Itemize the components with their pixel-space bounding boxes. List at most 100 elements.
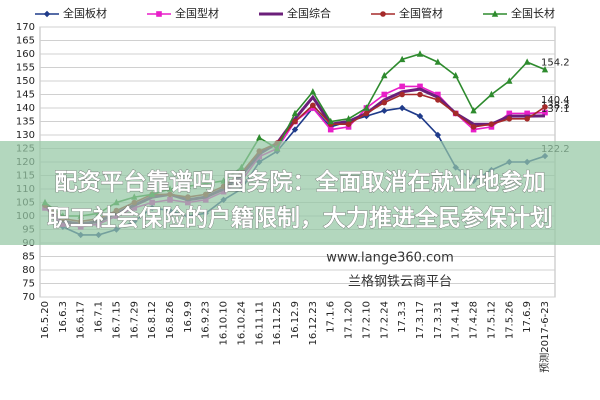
- data-point: [435, 91, 441, 98]
- x-tick-label: 16.7.29: [129, 301, 140, 339]
- data-point: [470, 107, 477, 114]
- y-tick-label: 155: [16, 63, 35, 74]
- end-label: 137.1: [541, 104, 570, 115]
- data-point: [434, 58, 442, 65]
- data-point: [43, 10, 51, 18]
- overlay-band: [0, 141, 600, 245]
- x-tick-label: 17.4.28: [469, 301, 480, 339]
- data-point: [291, 109, 299, 117]
- y-tick-label: 150: [16, 76, 35, 87]
- x-tick-label: 17.1.20: [344, 301, 355, 339]
- data-point: [381, 107, 388, 114]
- x-tick-label: 16.7.15: [111, 301, 122, 339]
- data-point: [523, 58, 531, 65]
- y-tick-label: 165: [16, 36, 35, 47]
- watermark: www.lange360.com: [326, 251, 454, 266]
- data-point: [524, 116, 530, 122]
- data-point: [506, 116, 513, 122]
- x-tick-label: 17.5.26: [504, 301, 515, 339]
- legend-label: 全国管材: [399, 6, 443, 20]
- data-point: [327, 126, 334, 133]
- legend-label: 全国型材: [175, 6, 219, 20]
- data-point: [399, 83, 405, 90]
- data-point: [417, 83, 423, 90]
- data-point: [380, 11, 386, 17]
- overlay-text: 配资平台靠谱吗 国务院：全面取消在就业地参加: [54, 169, 545, 196]
- end-label: 140.4: [541, 95, 570, 106]
- x-tick-label: 16.11.11: [254, 301, 265, 346]
- x-tick-label: 16.5.20: [40, 301, 51, 339]
- y-tick-label: 135: [16, 117, 35, 128]
- data-point: [506, 110, 513, 117]
- x-tick-label: 17.2.24: [379, 301, 390, 339]
- data-point: [399, 91, 405, 98]
- data-point: [541, 65, 549, 73]
- data-point: [542, 104, 548, 110]
- x-tick-label: 16.6.3: [58, 301, 69, 333]
- y-tick-label: 145: [16, 90, 35, 101]
- data-point: [345, 115, 352, 122]
- x-tick-label: 17.3.31: [433, 301, 444, 339]
- data-point: [491, 10, 499, 17]
- y-tick-label: 80: [22, 265, 35, 276]
- x-tick-label: 17.3.17: [415, 301, 426, 339]
- x-tick-label: 17.4.14: [451, 301, 462, 339]
- x-tick-label: 16.10.10: [219, 301, 230, 346]
- overlay-text: 职工社会保险的户籍限制，大力推进全民参保计划: [47, 205, 553, 232]
- data-point: [524, 110, 530, 117]
- x-tick-label: 16.10.24: [236, 301, 247, 346]
- data-point: [327, 117, 334, 125]
- data-point: [345, 121, 352, 127]
- legend-label: 全国长材: [511, 6, 555, 20]
- legend-label: 全国板材: [63, 6, 107, 20]
- data-point: [435, 97, 441, 103]
- data-point: [488, 90, 495, 98]
- x-tick-label: 16.12.23: [308, 301, 319, 346]
- data-point: [416, 112, 424, 120]
- data-point: [256, 134, 263, 141]
- x-tick-label: 17.2.10: [361, 301, 372, 339]
- data-point: [381, 99, 388, 106]
- end-label: 138.3: [541, 101, 570, 112]
- data-point: [292, 118, 298, 125]
- data-point: [542, 109, 548, 116]
- data-point: [506, 77, 513, 84]
- y-tick-label: 130: [16, 130, 35, 141]
- legend-label: 全国综合: [287, 6, 331, 20]
- data-point: [363, 110, 370, 117]
- x-tick-label: 预测2017-6-23: [538, 301, 551, 373]
- data-point: [416, 50, 424, 57]
- data-point: [156, 11, 162, 17]
- x-tick-label: 16.11.25: [272, 301, 283, 346]
- data-point: [398, 104, 406, 112]
- y-tick-label: 170: [16, 22, 35, 33]
- y-tick-label: 160: [16, 49, 35, 60]
- data-point: [452, 71, 459, 79]
- x-tick-label: 16.6.17: [76, 301, 87, 339]
- x-tick-label: 17.1.6: [326, 301, 337, 333]
- data-point: [291, 126, 299, 133]
- x-tick-label: 16.12.9: [290, 301, 301, 339]
- x-tick-label: 16.7.1: [94, 301, 105, 333]
- x-tick-label: 16.8.12: [147, 301, 158, 339]
- data-point: [434, 131, 442, 139]
- x-tick-label: 16.9.9: [183, 301, 194, 333]
- data-point: [381, 71, 388, 79]
- data-point: [381, 91, 388, 98]
- x-tick-label: 17.3.3: [397, 301, 408, 333]
- x-tick-label: 17.6.9: [522, 301, 533, 333]
- x-tick-label: 16.9.23: [201, 301, 212, 339]
- data-point: [309, 88, 317, 95]
- x-tick-label: 16.8.26: [165, 301, 176, 339]
- x-tick-label: 17.5.12: [486, 301, 497, 339]
- watermark: 兰格钢铁云商平台: [348, 274, 452, 290]
- data-point: [310, 102, 316, 109]
- data-point: [488, 121, 495, 127]
- data-point: [417, 91, 423, 98]
- data-point: [363, 104, 370, 111]
- y-tick-label: 85: [22, 252, 35, 263]
- end-label: 154.2: [541, 58, 570, 69]
- y-tick-label: 75: [22, 279, 35, 290]
- data-point: [470, 124, 477, 130]
